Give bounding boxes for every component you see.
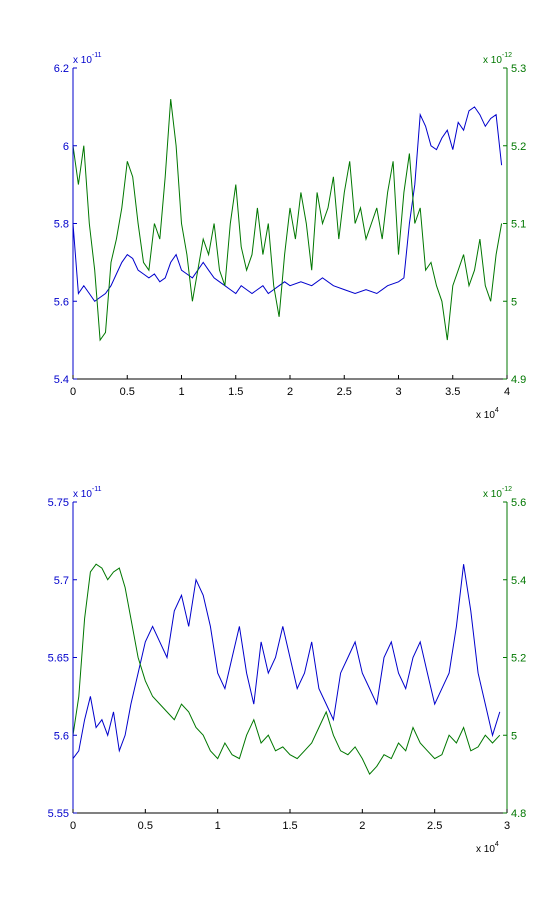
y-left-tick-label: 5.4 [54, 374, 69, 386]
x-tick-label: 1.5 [282, 820, 297, 832]
y-left-tick-label: 5.7 [54, 575, 69, 587]
y-left-tick-label: 5.6 [54, 730, 69, 742]
y-left-tick-label: 5.65 [48, 653, 69, 665]
bottom-x-multiplier: x 104 [476, 841, 499, 855]
x-tick-label: 3 [395, 386, 401, 398]
top-right-multiplier: x 10-12 [483, 52, 512, 66]
bottom-right-multiplier: x 10-12 [483, 486, 512, 500]
bottom-left-multiplier: x 10-11 [73, 486, 102, 500]
x-tick-label: 2 [359, 820, 365, 832]
y-left-tick-label: 5.8 [54, 219, 69, 231]
top-chart-panel: 0 0.5 1 1.5 2 2.5 3 3.5 4 5.4 5.6 5.8 6 6.2 4.9 5 5.1 5.2… [54, 63, 527, 398]
series-left-line [72, 564, 501, 759]
y-left-tick-label: 5.6 [54, 296, 69, 308]
y-right-tick-label: 5.4 [511, 575, 526, 587]
y-right-tick-label: 4.9 [511, 374, 526, 386]
series-right-line [72, 99, 503, 342]
series-left-line [72, 106, 503, 303]
top-left-multiplier: x 10-11 [73, 52, 102, 66]
y-left-tick-label: 6 [63, 141, 69, 153]
x-tick-label: 0.5 [120, 386, 135, 398]
x-tick-label: 2.5 [337, 386, 352, 398]
y-left-tick-label: 6.2 [54, 63, 69, 75]
x-tick-label: 3 [504, 820, 510, 832]
y-left-tick-label: 5.55 [48, 808, 69, 820]
x-tick-label: 3.5 [445, 386, 460, 398]
y-right-tick-label: 5.3 [511, 63, 526, 75]
x-tick-label: 1 [178, 386, 184, 398]
y-right-tick-label: 5 [511, 296, 517, 308]
bottom-chart-panel: 0 0.5 1 1.5 2 2.5 3 5.55 5.6 5.65 5.7 5.75 4.8 5 5.2 5.… [48, 497, 527, 832]
x-tick-label: 2 [287, 386, 293, 398]
top-x-multiplier: x 104 [476, 407, 499, 421]
y-right-tick-label: 5.2 [511, 141, 526, 153]
y-right-tick-label: 5.2 [511, 653, 526, 665]
x-tick-label: 1 [215, 820, 221, 832]
x-tick-label: 0.5 [138, 820, 153, 832]
x-tick-label: 0 [70, 820, 76, 832]
series-right-line [72, 563, 501, 775]
x-tick-label: 1.5 [228, 386, 243, 398]
x-tick-label: 0 [70, 386, 76, 398]
y-right-tick-label: 5 [511, 730, 517, 742]
y-right-tick-label: 5.1 [511, 219, 526, 231]
y-left-tick-label: 5.75 [48, 497, 69, 509]
y-right-tick-label: 5.6 [511, 497, 526, 509]
x-tick-label: 2.5 [427, 820, 442, 832]
y-right-tick-label: 4.8 [511, 808, 526, 820]
x-tick-label: 4 [504, 386, 510, 398]
